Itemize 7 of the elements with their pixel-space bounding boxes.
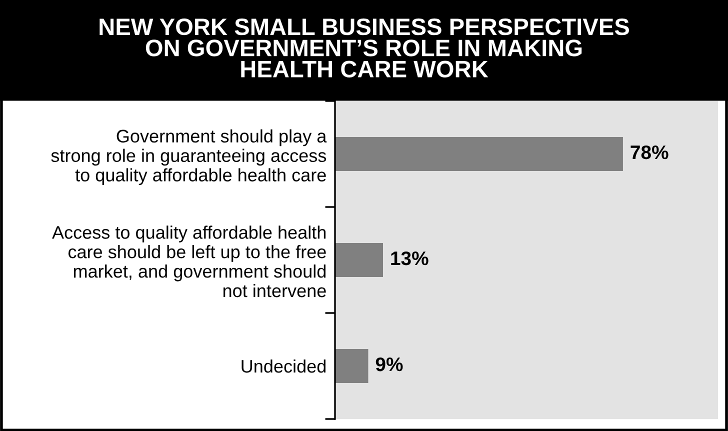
y-tick-label: Government should play a strong role in guaranteeing access to quality affordable health care [51,129,327,186]
data-label: 13% [391,251,428,266]
chart-title: NEW YORK SMALL BUSINESS PERSPECTIVES ON GOVERNMENT’S ROLE IN MAKING HEALTH CARE WORK [100,18,629,78]
data-label: 9% [376,357,403,372]
y-tick-label: Undecided [242,359,326,373]
y-tick-label: Access to quality affordable health care should be left up to the free market, and government should not intervene [52,226,326,298]
data-label: 78% [630,145,668,160]
